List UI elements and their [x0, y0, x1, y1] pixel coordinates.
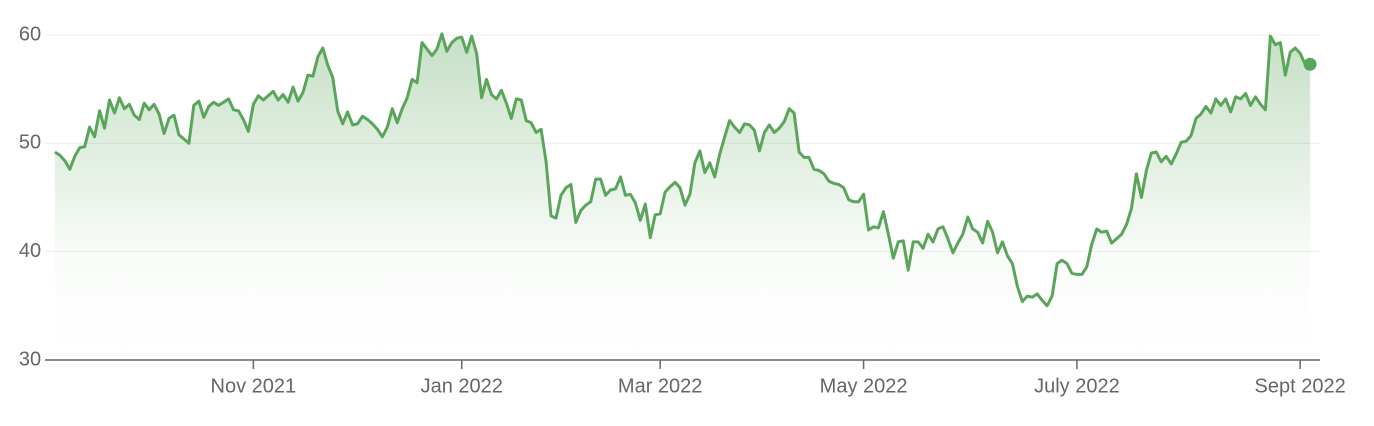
x-tick-label: May 2022	[820, 375, 908, 397]
x-tick-label: Jan 2022	[421, 375, 503, 397]
price-line	[54, 32, 1311, 308]
x-tick-label: Nov 2021	[211, 375, 297, 397]
y-tick-label: 50	[19, 132, 41, 154]
x-tick-label: Sept 2022	[1255, 375, 1346, 397]
y-tick-label: 60	[19, 23, 41, 45]
y-tick-label: 30	[19, 348, 41, 370]
x-tick-label: Mar 2022	[618, 375, 703, 397]
end-point	[1303, 57, 1317, 71]
x-tick-label: July 2022	[1034, 375, 1120, 397]
y-tick-label: 40	[19, 240, 41, 262]
